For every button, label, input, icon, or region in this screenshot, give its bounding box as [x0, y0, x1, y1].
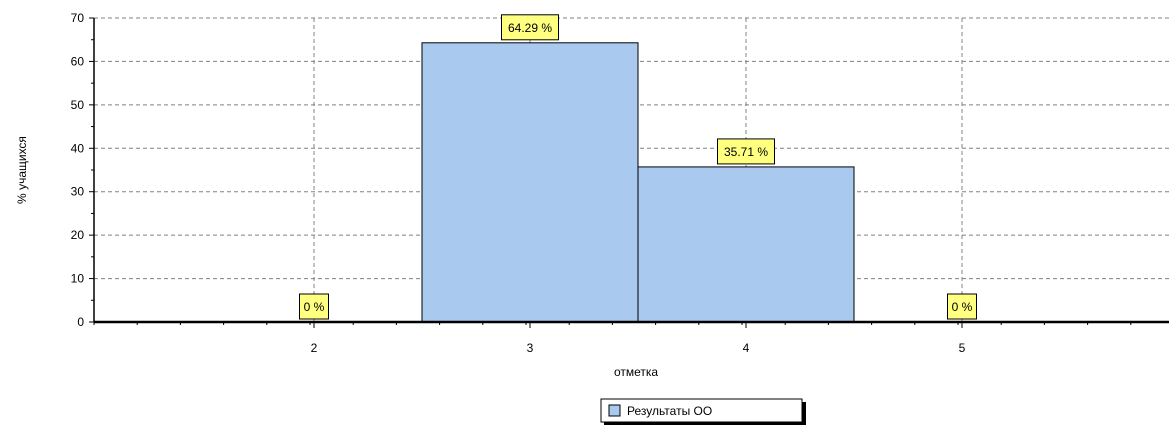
legend-label: Результаты ОО — [627, 404, 712, 418]
y-axis-title: % учащихся — [15, 136, 29, 204]
data-label: 0 % — [304, 300, 325, 314]
legend-swatch — [608, 404, 621, 417]
x-tick-label: 4 — [743, 341, 750, 355]
data-label-box — [717, 138, 775, 165]
x-tick-label: 2 — [311, 341, 318, 355]
x-ticks: 2 3 4 5 — [93, 322, 1132, 355]
legend-box — [600, 398, 803, 423]
y-tick-label: 10 — [71, 272, 85, 286]
y-tick-label: 0 — [77, 315, 84, 329]
y-tick-label: 70 — [71, 11, 85, 25]
data-label: 35.71 % — [724, 145, 768, 159]
x-tick-label: 3 — [527, 341, 534, 355]
data-label-box — [501, 14, 559, 41]
y-tick-label: 50 — [71, 98, 85, 112]
y-tick-label: 30 — [71, 185, 85, 199]
data-label: 0 % — [952, 300, 973, 314]
y-ticks: 0 10 20 30 40 50 60 70 — [71, 11, 94, 329]
bar — [421, 42, 639, 323]
bar — [637, 166, 855, 323]
data-label-box — [299, 293, 329, 320]
y-tick-label: 60 — [71, 54, 85, 68]
data-labels: 0 % 64.29 % 35.71 % 0 % — [299, 14, 977, 320]
y-tick-label: 40 — [71, 141, 85, 155]
x-axis-title: отметка — [614, 365, 658, 379]
y-tick-label: 20 — [71, 228, 85, 242]
data-label-box — [947, 293, 977, 320]
x-tick-label: 5 — [959, 341, 966, 355]
bars-group — [421, 42, 855, 323]
data-label: 64.29 % — [508, 21, 552, 35]
legend: Результаты ОО — [600, 398, 806, 425]
